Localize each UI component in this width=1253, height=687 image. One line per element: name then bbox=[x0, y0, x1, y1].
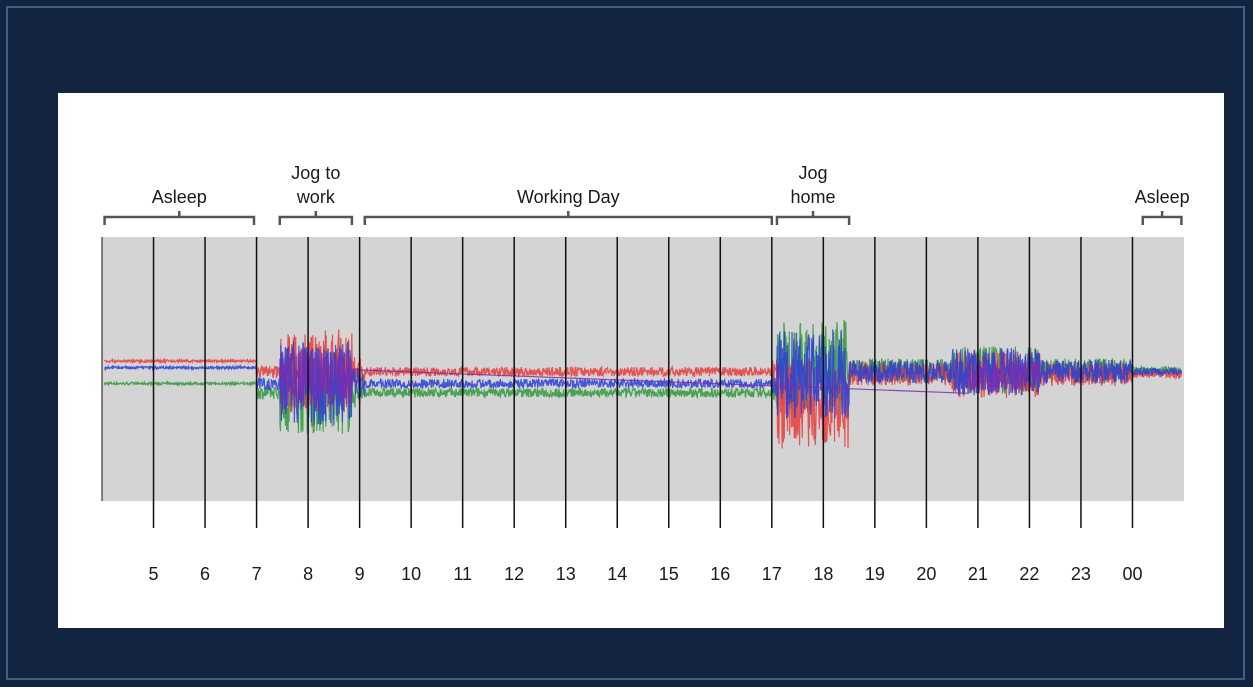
activity-bracket bbox=[278, 211, 354, 225]
chart-panel: 5 6 7 8 9 10 11 12 13 14 15 16 17 18 19 20 21 22 23 00 Asle… bbox=[58, 93, 1224, 628]
tick-label-13: 13 bbox=[556, 564, 576, 584]
tick-label-17: 17 bbox=[762, 564, 782, 584]
activity-bracket bbox=[775, 211, 851, 225]
hour-gridlines bbox=[101, 237, 1134, 528]
tick-label-00: 00 bbox=[1122, 564, 1142, 584]
tick-label-18: 18 bbox=[813, 564, 833, 584]
tick-label-6: 6 bbox=[200, 564, 210, 584]
activity-label: Jog to bbox=[291, 163, 340, 183]
tick-label-20: 20 bbox=[916, 564, 936, 584]
tick-label-11: 11 bbox=[453, 564, 472, 584]
tick-labels: 5 6 7 8 9 10 11 12 13 14 15 16 17 18 19 20 21 22 23 00 bbox=[149, 564, 1143, 584]
activity-label: Asleep bbox=[1135, 187, 1190, 207]
activity-label: Asleep bbox=[152, 187, 207, 207]
tick-label-15: 15 bbox=[659, 564, 679, 584]
activity-label: Working Day bbox=[517, 187, 620, 207]
tick-label-8: 8 bbox=[303, 564, 313, 584]
tick-label-19: 19 bbox=[865, 564, 885, 584]
tick-label-10: 10 bbox=[401, 564, 421, 584]
tick-label-9: 9 bbox=[355, 564, 365, 584]
tick-label-16: 16 bbox=[710, 564, 730, 584]
sensor-traces bbox=[104, 320, 1182, 449]
tick-label-21: 21 bbox=[968, 564, 988, 584]
activity-2: Working Day bbox=[363, 187, 774, 225]
activity-3: Jog home bbox=[775, 163, 851, 225]
tick-label-7: 7 bbox=[252, 564, 262, 584]
tick-label-22: 22 bbox=[1019, 564, 1039, 584]
activity-annotations: Asleep Jog to work Working Day Jog home Asleep bbox=[103, 163, 1190, 225]
activity-bracket bbox=[363, 211, 774, 225]
dark-frame: 5 6 7 8 9 10 11 12 13 14 15 16 17 18 19 20 21 22 23 00 Asle… bbox=[6, 6, 1245, 680]
activity-label: Jog bbox=[799, 163, 828, 183]
activity-4: Asleep bbox=[1135, 187, 1190, 225]
tick-label-5: 5 bbox=[149, 564, 159, 584]
tick-label-12: 12 bbox=[504, 564, 524, 584]
activity-label: home bbox=[791, 187, 836, 207]
tick-label-23: 23 bbox=[1071, 564, 1091, 584]
trace-purple bbox=[279, 348, 1041, 408]
activity-bracket bbox=[1141, 211, 1183, 225]
activity-label: work bbox=[296, 187, 336, 207]
activity-0: Asleep bbox=[103, 187, 256, 225]
activity-1: Jog to work bbox=[278, 163, 354, 225]
tick-label-14: 14 bbox=[607, 564, 627, 584]
activity-chart: 5 6 7 8 9 10 11 12 13 14 15 16 17 18 19 20 21 22 23 00 Asle… bbox=[101, 163, 1190, 584]
activity-bracket bbox=[103, 211, 256, 225]
